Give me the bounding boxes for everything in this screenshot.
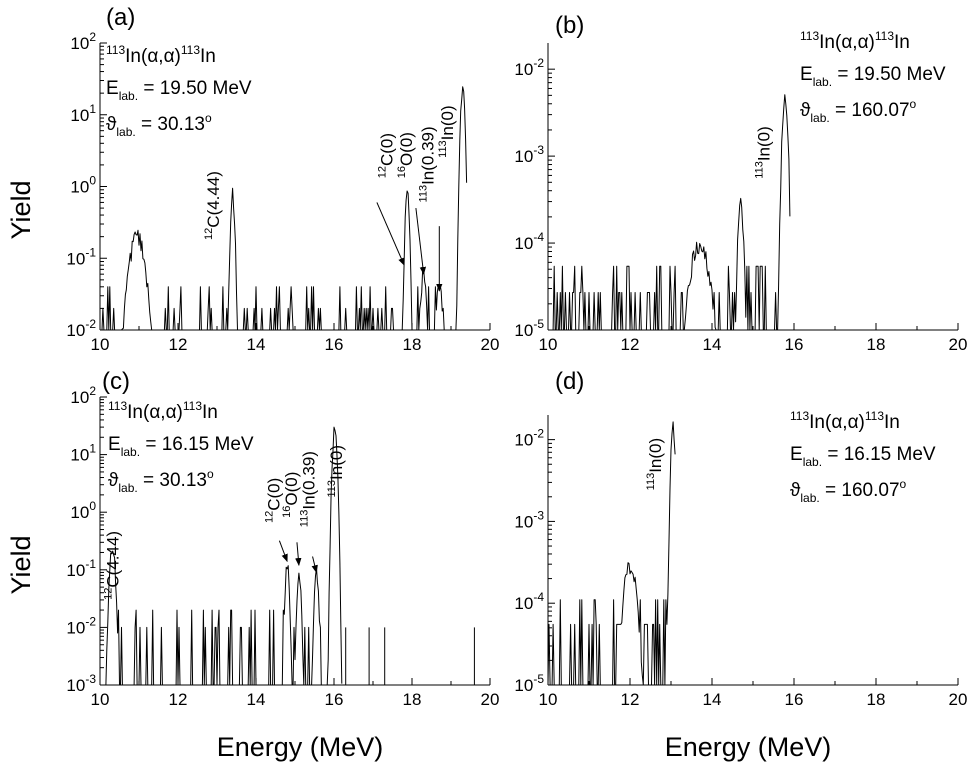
y-tick-label-d--5: 10-5 [514, 672, 544, 695]
x-tick-label-c-12: 12 [169, 690, 188, 709]
panel-c: 10 12 14 16 18 20 10-3 10-2 10-1 100 101 102 (c) 113I… [66, 368, 499, 709]
panel-letter-d: (d) [555, 368, 584, 395]
panel-letter-a: (a) [106, 4, 135, 31]
x-axis-label-right: Energy (MeV) [665, 732, 832, 762]
peak-annotation-a-1: 12C(0) [377, 133, 397, 178]
peak-annotation-b-0: 113In(0) [753, 126, 773, 179]
y-tick-label-c-0: 100 [70, 499, 96, 522]
x-tick-label-d-12: 12 [621, 690, 640, 709]
reaction-label-b: 113In(α,α)113In [800, 29, 910, 53]
reaction-label-a: 113In(α,α)113In [106, 43, 216, 67]
energy-label-b: Elab. = 19.50 MeV [800, 64, 946, 89]
peak-annotation-c-0: 12C(4.44) [103, 531, 123, 600]
reaction-label-c: 113In(α,α)113In [108, 399, 218, 423]
x-tick-label-d-16: 16 [785, 690, 804, 709]
panel-a: 10 12 14 16 18 20 10-2 10-1 100 101 102 (a) 113In(α,… [66, 4, 499, 354]
x-tick-label-a-10: 10 [91, 335, 110, 354]
y-tick-label-b--5: 10-5 [514, 317, 544, 340]
peak-annotation-c-3: 113In(0.39) [298, 451, 318, 527]
angle-label-a: ϑlab. = 30.13o [106, 111, 212, 139]
panel-b: 10 12 14 16 18 20 10-5 10-4 10-3 10-2 (b) 113In(α,α… [514, 12, 967, 354]
y-tick-label-a--1: 10-1 [66, 245, 96, 268]
panel-letter-b: (b) [555, 12, 584, 39]
peak-annotation-a-0: 12C(4.44) [203, 171, 223, 240]
x-tick-label-b-16: 16 [785, 335, 804, 354]
x-tick-label-a-18: 18 [403, 335, 422, 354]
peak-annotation-c-1: 12C(0) [263, 478, 283, 523]
y-tick-label-b--3: 10-3 [514, 143, 544, 166]
y-tick-label-c-2: 102 [70, 384, 96, 407]
angle-label-d: ϑlab. = 160.07o [790, 477, 907, 505]
y-tick-label-c--2: 10-2 [66, 614, 96, 637]
angle-label-b: ϑlab. = 160.07o [800, 97, 917, 125]
y-tick-label-c--1: 10-1 [66, 557, 96, 580]
x-tick-label-a-12: 12 [169, 335, 188, 354]
peak-annotation-a-3: 113In(0.39) [418, 126, 438, 202]
y-tick-label-b--4: 10-4 [514, 230, 544, 253]
x-tick-label-a-14: 14 [247, 335, 266, 354]
x-tick-label-c-10: 10 [91, 690, 110, 709]
y-tick-label-d--2: 10-2 [514, 427, 544, 450]
y-tick-label-d--4: 10-4 [514, 590, 544, 613]
peak-annotation-d-0: 113In(0) [645, 438, 665, 491]
x-tick-label-d-10: 10 [539, 690, 558, 709]
x-tick-label-b-12: 12 [621, 335, 640, 354]
annotation-arrow-c-1 [295, 542, 302, 567]
y-tick-label-d--3: 10-3 [514, 508, 544, 531]
y-tick-label-c--3: 10-3 [66, 672, 96, 695]
y-tick-label-a--2: 10-2 [66, 317, 96, 340]
y-tick-label-a-0: 100 [70, 174, 96, 197]
energy-label-a: Elab. = 19.50 MeV [106, 78, 252, 103]
x-tick-label-b-14: 14 [703, 335, 722, 354]
x-tick-label-b-18: 18 [867, 335, 886, 354]
peak-annotation-c-4: 113In(0) [326, 445, 346, 498]
panel-letter-c: (c) [102, 368, 130, 395]
reaction-label-d: 113In(α,α)113In [790, 409, 900, 433]
energy-label-c: Elab. = 16.15 MeV [108, 434, 254, 459]
y-axis-label-top: Yield [6, 180, 36, 239]
x-tick-label-a-20: 20 [481, 335, 500, 354]
y-tick-label-c-1: 101 [70, 442, 96, 465]
x-tick-label-b-20: 20 [949, 335, 968, 354]
y-tick-label-a-1: 101 [70, 102, 96, 125]
peak-annotation-c-2: 16O(0) [281, 472, 301, 518]
annotation-arrow-a-0 [376, 202, 405, 266]
x-tick-label-c-20: 20 [481, 690, 500, 709]
x-tick-label-d-18: 18 [867, 690, 886, 709]
y-axis-label-bottom: Yield [6, 535, 36, 594]
annotation-arrow-a-1 [415, 208, 427, 275]
x-tick-label-c-14: 14 [247, 690, 266, 709]
x-tick-label-a-16: 16 [325, 335, 344, 354]
x-tick-label-b-10: 10 [539, 335, 558, 354]
panel-d: 10 12 14 16 18 20 10-5 10-4 10-3 10-2 (d) 113In(α,α… [514, 368, 967, 709]
annotation-arrow-c-2 [311, 556, 318, 574]
energy-label-d: Elab. = 16.15 MeV [790, 444, 936, 469]
x-axis-label-left: Energy (MeV) [217, 732, 384, 762]
x-tick-label-d-20: 20 [949, 690, 968, 709]
x-tick-label-c-16: 16 [325, 690, 344, 709]
peak-annotation-a-4: 113In(0) [437, 105, 457, 158]
x-tick-label-d-14: 14 [703, 690, 722, 709]
x-tick-label-c-18: 18 [403, 690, 422, 709]
annotation-arrow-c-0 [278, 540, 288, 563]
angle-label-c: ϑlab. = 30.13o [108, 467, 214, 495]
y-tick-label-b--2: 10-2 [514, 56, 544, 79]
y-tick-label-a-2: 102 [70, 30, 96, 53]
peak-annotation-a-2: 16O(0) [396, 132, 416, 178]
